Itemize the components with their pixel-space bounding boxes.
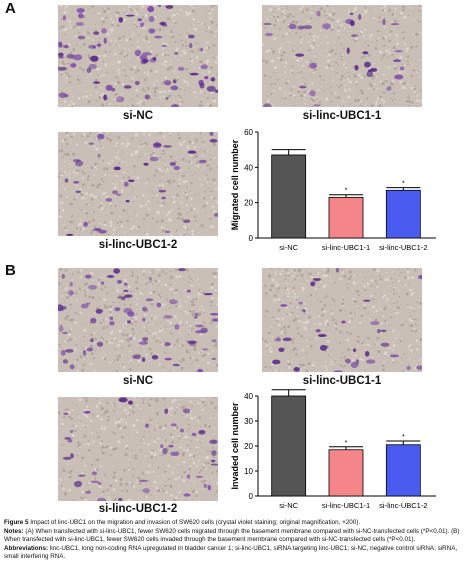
caption-notes-text: (A) When transfected with si-linc-UBC1, …	[4, 527, 460, 544]
caption-notes-label: Notes:	[4, 527, 24, 535]
y-tick-label: 30	[244, 417, 253, 426]
bar	[328, 196, 364, 239]
caption-abbrev-label: Abbreviations:	[4, 544, 49, 552]
x-tick-label: si-linc-UBC1-2	[379, 501, 427, 510]
micrograph-a-si-linc-ubc1-1	[262, 5, 422, 107]
caption-figure-label: Figure 5	[4, 519, 29, 526]
bar	[271, 154, 307, 239]
bar	[328, 449, 364, 497]
y-tick-label: 0	[249, 234, 254, 243]
y-axis-label: Migrated cell number	[230, 139, 240, 230]
y-tick-label: 40	[244, 392, 253, 401]
y-tick-label: 60	[244, 128, 253, 137]
x-tick-label: si-linc-UBC1-1	[322, 243, 370, 252]
caption-figure-text: Impact of linc-UBC1 on the migration and…	[28, 519, 361, 526]
y-tick-label: 20	[244, 442, 253, 451]
image-label-b-si-linc-ubc1-1: si-linc-UBC1-1	[302, 375, 382, 387]
bar	[385, 444, 421, 497]
bar	[271, 395, 307, 497]
caption-notes: Notes: (A) When transfected with si-linc…	[4, 528, 470, 545]
micrograph-b-si-nc	[58, 268, 218, 372]
significance-marker: *	[345, 188, 348, 195]
x-tick-label: si-linc-UBC1-1	[322, 501, 370, 510]
significance-marker: *	[345, 440, 348, 447]
image-label-a-si-linc-ubc1-1: si-linc-UBC1-1	[302, 110, 382, 122]
y-tick-label: 0	[249, 492, 254, 501]
micrograph-b-si-linc-ubc1-2	[58, 397, 218, 501]
panel-letter-a: A	[5, 0, 16, 17]
caption-abbreviations: Abbreviations: linc-UBC1, long non-codin…	[4, 545, 470, 562]
x-tick-label: si-linc-UBC1-2	[379, 243, 427, 252]
bar	[385, 189, 421, 239]
image-label-a-si-linc-ubc1-2: si-linc-UBC1-2	[98, 239, 178, 251]
x-tick-label: si-NC	[279, 243, 298, 252]
panel-letter-b: B	[5, 262, 16, 279]
image-label-b-si-linc-ubc1-2: si-linc-UBC1-2	[98, 503, 178, 515]
caption-figure-line: Figure 5 Impact of linc-UBC1 on the migr…	[4, 519, 470, 528]
y-tick-label: 10	[244, 467, 253, 476]
y-tick-label: 20	[244, 199, 253, 208]
micrograph-a-si-nc	[58, 5, 218, 107]
caption-abbrev-text: linc-UBC1, long non-coding RNA upregulat…	[4, 544, 458, 561]
x-tick-label: si-NC	[279, 501, 298, 510]
migrated-cell-bar-chart: 0 20 40 60 Migrated cell number si-NC * si-linc…	[230, 128, 436, 252]
y-axis-label: Invaded cell number	[230, 402, 240, 490]
micrograph-a-si-linc-ubc1-2	[58, 132, 218, 236]
image-label-b-si-nc: si-NC	[122, 375, 154, 387]
significance-marker: *	[402, 434, 405, 441]
invaded-cell-bar-chart: 0 10 20 30 40 Invaded cell number si-NC * si-lin…	[230, 389, 436, 510]
significance-marker: *	[402, 181, 405, 188]
figure-caption: Figure 5 Impact of linc-UBC1 on the migr…	[4, 519, 470, 562]
y-tick-label: 40	[244, 163, 253, 172]
image-label-a-si-nc: si-NC	[122, 110, 154, 122]
micrograph-b-si-linc-ubc1-1	[262, 268, 422, 372]
